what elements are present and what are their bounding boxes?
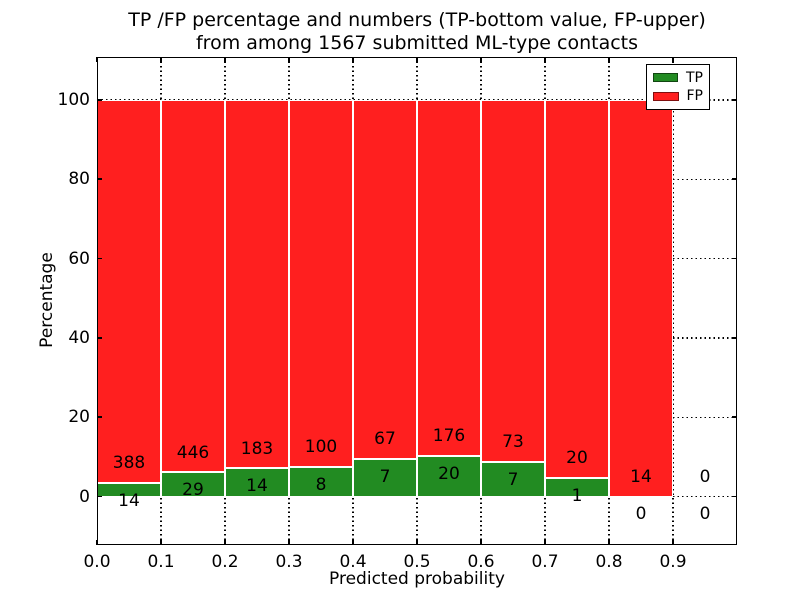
tp-count-label: 7 [507, 469, 519, 490]
fp-bar [161, 99, 225, 473]
x-tick-mark [480, 540, 482, 545]
y-tick-label: 100 [57, 89, 90, 110]
tp-count-label: 20 [438, 463, 460, 484]
x-tick-mark-top [544, 57, 546, 62]
x-tick-mark-top [416, 57, 418, 62]
fp-count-label: 0 [699, 466, 711, 487]
x-tick-label: 0.7 [531, 552, 559, 572]
y-tick-label: 40 [68, 327, 90, 348]
x-tick-mark-top [160, 57, 162, 62]
fp-legend-swatch [653, 91, 679, 101]
tp-count-label: 14 [246, 476, 268, 497]
y-tick-mark-right [732, 257, 737, 260]
x-tick-label: 0.2 [211, 552, 239, 572]
x-tick-label: 0.6 [467, 552, 495, 572]
y-tick-mark-right [732, 495, 737, 498]
x-tick-mark [608, 540, 610, 545]
x-tick-mark [672, 540, 674, 545]
y-tick-mark-right [732, 416, 737, 418]
legend-entry-tp: TP [653, 70, 703, 86]
tp-bar [289, 467, 353, 497]
legend: TP FP [646, 64, 710, 110]
fp-count-label: 73 [502, 432, 524, 453]
x-tick-mark-top [672, 57, 674, 62]
y-tick-label: 20 [68, 407, 90, 428]
x-tick-mark [288, 540, 290, 545]
x-tick-label: 0.3 [275, 552, 303, 572]
x-tick-mark-top [96, 57, 98, 62]
x-tick-mark [96, 540, 98, 545]
tp-legend-swatch [653, 73, 678, 83]
tp-bar [353, 459, 417, 497]
chart-title-line2: from among 1567 submitted ML-type contac… [195, 32, 639, 54]
tp-count-label: 29 [182, 480, 204, 501]
tp-bar [161, 472, 225, 497]
x-tick-mark [224, 540, 226, 545]
fp-bar [353, 99, 417, 460]
y-tick-mark [97, 495, 102, 498]
fp-bar [481, 99, 545, 462]
fp-count-label: 14 [630, 466, 652, 487]
fp-legend-label: FP [686, 88, 704, 105]
fp-count-label: 388 [112, 452, 146, 473]
tp-bar [545, 477, 609, 497]
y-tick-mark-right [732, 99, 737, 101]
chart-title-line1: TP /FP percentage and numbers (TP-bottom… [128, 9, 706, 31]
x-tick-mark-top [480, 57, 482, 62]
fp-bar [97, 99, 161, 483]
tp-count-label: 0 [699, 504, 711, 525]
fp-bar [417, 99, 481, 457]
y-tick-label: 0 [79, 486, 90, 507]
x-axis-label: Predicted probability [329, 569, 505, 589]
x-tick-mark [160, 540, 162, 545]
x-tick-label: 0.5 [403, 552, 431, 572]
tp-count-label: 8 [315, 475, 327, 496]
y-tick-mark-right [732, 337, 737, 339]
y-tick-mark-right [732, 178, 737, 180]
x-tick-label: 0.4 [339, 552, 367, 572]
fp-bar [545, 99, 609, 478]
tp-count-label: 1 [571, 485, 583, 506]
x-tick-label: 0.9 [659, 552, 687, 572]
tp-bar [417, 456, 481, 497]
x-tick-mark [544, 540, 546, 545]
tp-bar [481, 461, 545, 497]
legend-entry-fp: FP [653, 88, 703, 104]
tp-count-label: 14 [118, 490, 140, 511]
x-tick-mark [352, 540, 354, 545]
x-tick-mark-top [224, 57, 226, 62]
fp-count-label: 446 [176, 442, 210, 463]
x-tick-mark-top [352, 57, 354, 62]
v-gridline [672, 57, 674, 545]
plot-area: TP FP 388 14 446 29 183 14 100 8 67 7 176 20 73 7 20 1 1… [96, 57, 737, 545]
y-tick-mark [97, 337, 102, 339]
x-tick-label: 0.8 [595, 552, 623, 572]
x-tick-mark-top [288, 57, 290, 62]
tp-legend-label: TP [686, 69, 703, 86]
x-tick-mark-top [608, 57, 610, 62]
fp-bar [609, 99, 673, 497]
fp-count-label: 176 [432, 426, 466, 447]
y-tick-label: 60 [68, 248, 90, 269]
tp-bar [225, 468, 289, 497]
y-tick-label: 80 [68, 169, 90, 190]
fp-bar [289, 99, 353, 468]
y-tick-mark [97, 99, 102, 101]
y-tick-mark [97, 416, 102, 418]
fp-count-label: 20 [566, 447, 588, 468]
y-tick-mark [97, 178, 102, 180]
x-tick-mark [416, 540, 418, 545]
tp-count-label: 7 [379, 466, 391, 487]
fp-count-label: 67 [374, 429, 396, 450]
y-tick-mark [97, 257, 102, 260]
x-tick-label: 0.0 [83, 552, 111, 572]
fp-count-label: 183 [240, 438, 274, 459]
x-tick-label: 0.1 [147, 552, 175, 572]
fp-count-label: 100 [304, 437, 338, 458]
fp-bar [225, 99, 289, 469]
tp-count-label: 0 [635, 504, 647, 525]
